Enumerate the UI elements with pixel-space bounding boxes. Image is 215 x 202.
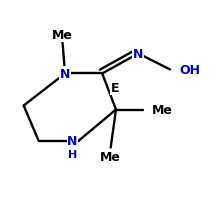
Text: Me: Me [51, 29, 72, 42]
Text: N: N [133, 48, 143, 61]
Text: E: E [111, 82, 119, 95]
Text: N: N [60, 68, 70, 81]
Text: Me: Me [152, 103, 173, 116]
Text: H: H [68, 149, 77, 159]
Text: Me: Me [100, 150, 121, 163]
Text: OH: OH [180, 64, 201, 77]
Text: N: N [67, 134, 78, 147]
